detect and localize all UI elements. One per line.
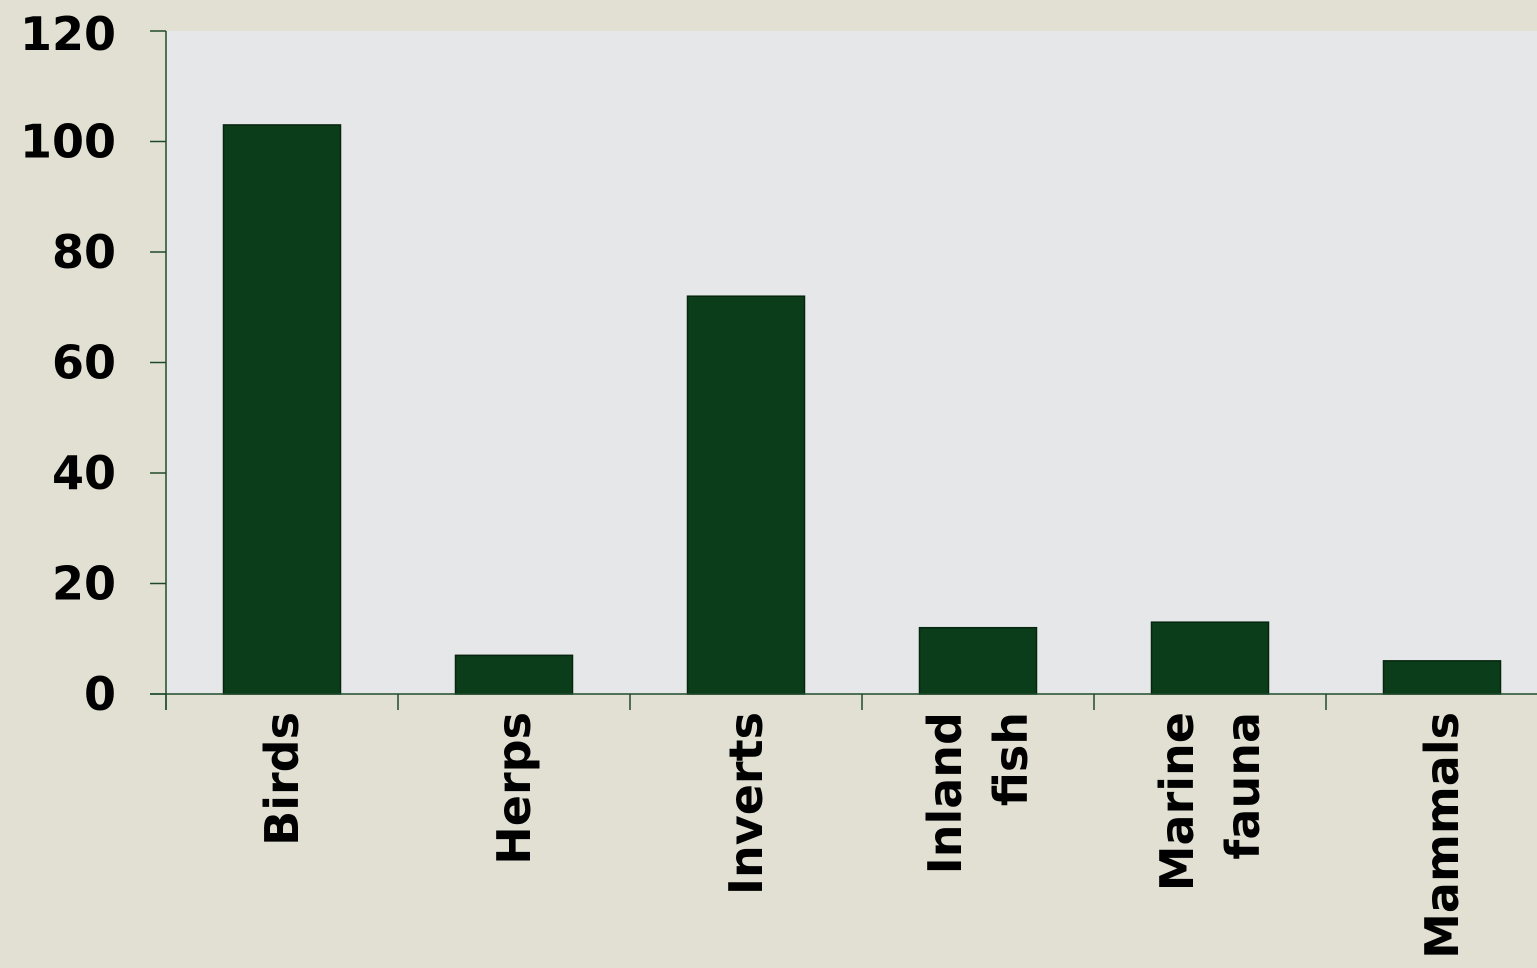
y-tick-label: 80 bbox=[52, 225, 116, 279]
x-labels-group: Birds Herps Inverts Inland fish Marine fauna Ma… bbox=[255, 712, 1469, 959]
x-category-label: fish bbox=[984, 712, 1038, 806]
x-category-label: Marine bbox=[1150, 712, 1204, 891]
plot-area bbox=[166, 31, 1537, 694]
bars-group bbox=[222, 124, 1502, 695]
x-category-label: Inland bbox=[918, 712, 972, 874]
y-tick-label: 60 bbox=[52, 336, 116, 390]
bar-marine-fauna bbox=[1150, 621, 1270, 695]
bar-mammals bbox=[1382, 660, 1502, 695]
y-tick-label: 20 bbox=[52, 557, 116, 611]
x-category-label: Birds bbox=[255, 712, 309, 846]
x-category-label: Herps bbox=[487, 712, 541, 865]
bar-birds bbox=[222, 124, 342, 695]
bar-herps bbox=[454, 654, 574, 695]
y-ticks-group: 0 20 40 60 80 100 120 bbox=[20, 7, 166, 721]
bar-inverts bbox=[686, 295, 806, 695]
y-tick-label: 40 bbox=[52, 446, 116, 500]
x-category-label: Inverts bbox=[719, 712, 773, 895]
y-tick-label: 0 bbox=[84, 667, 116, 721]
x-category-label: Mammals bbox=[1415, 712, 1469, 959]
y-tick-label: 100 bbox=[20, 115, 116, 169]
axes-group bbox=[150, 31, 1537, 710]
y-tick-label: 120 bbox=[20, 7, 116, 61]
x-category-label: fauna bbox=[1216, 712, 1270, 860]
bar-inland-fish bbox=[918, 626, 1038, 695]
